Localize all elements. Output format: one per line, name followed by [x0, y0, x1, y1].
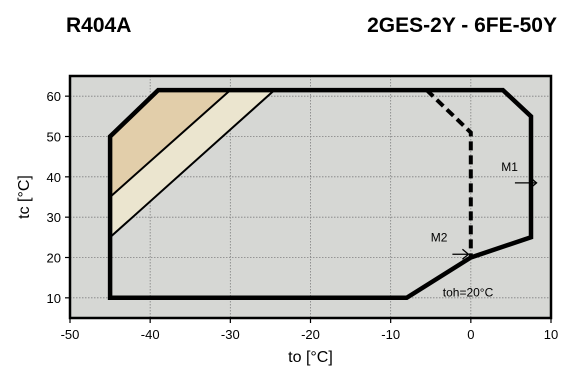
dashed-limit-line — [425, 88, 473, 258]
annotation-label: M1 — [501, 160, 518, 174]
x-tick-label: -50 — [61, 327, 80, 342]
y-tick-label: 40 — [47, 170, 61, 185]
annotation-arrow-head — [530, 177, 538, 189]
x-tick-label: -30 — [221, 327, 240, 342]
envelope-boundary — [107, 87, 534, 301]
x-tick-label: -20 — [301, 327, 320, 342]
x-tick-label: -40 — [141, 327, 160, 342]
annotation-arrow-head — [462, 248, 470, 260]
y-tick-label: 50 — [47, 130, 61, 145]
y-axis-label: tc [°C] — [16, 175, 33, 219]
annotation-label: M2 — [431, 230, 448, 244]
x-tick-label: 10 — [544, 327, 558, 342]
x-tick-label: 0 — [467, 327, 474, 342]
y-tick-label: 60 — [47, 89, 61, 104]
y-tick-label: 30 — [47, 210, 61, 225]
y-tick-label: 10 — [47, 291, 61, 306]
annotation-label: toh=20°C — [443, 286, 494, 300]
x-tick-label: -10 — [381, 327, 400, 342]
x-axis-label: to [°C] — [288, 349, 333, 366]
zone-boundary-line — [109, 89, 276, 239]
y-tick-label: 20 — [47, 251, 61, 266]
zone-boundary-line — [109, 89, 231, 198]
refrigerant-title: R404A — [66, 14, 132, 37]
compressor-model-title: 2GES-2Y - 6FE-50Y — [367, 14, 557, 37]
